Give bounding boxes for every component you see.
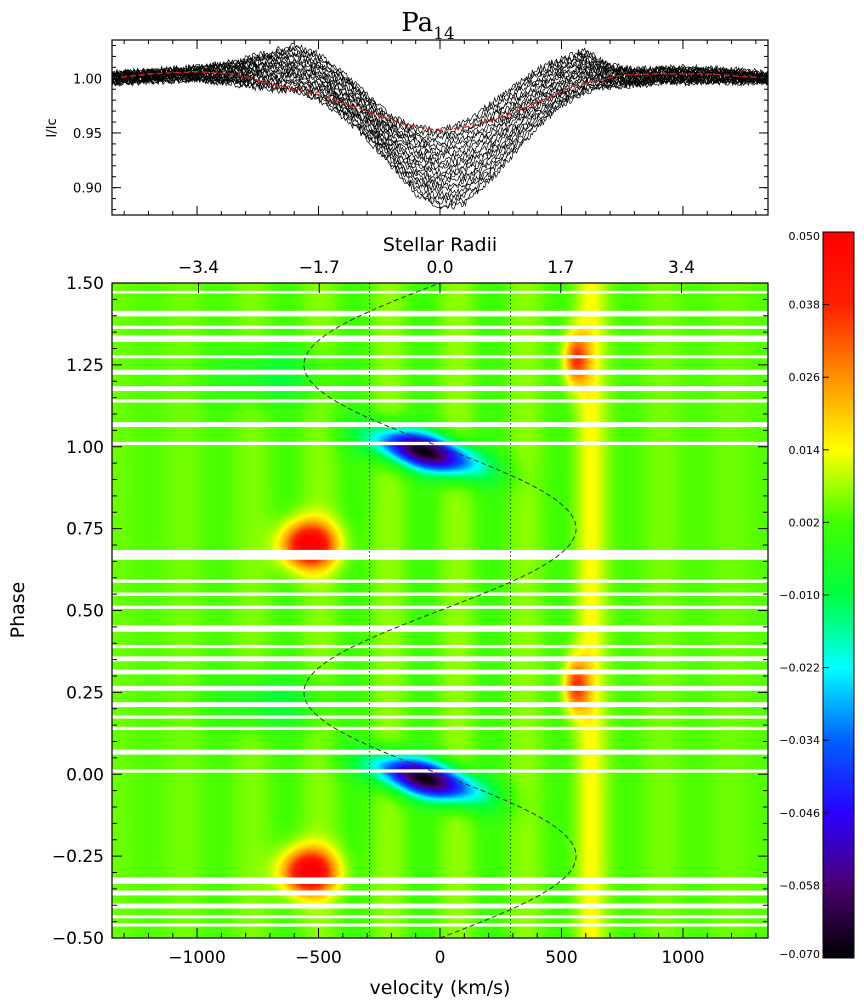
ytick-label: 1.50 <box>66 274 104 294</box>
top-tick-label: −1.7 <box>299 258 340 278</box>
chart-title-subscript: 14 <box>433 24 455 44</box>
profile-ytick-label: 0.95 <box>73 127 102 142</box>
phase-gap <box>112 325 768 329</box>
xtick-label: −500 <box>295 948 342 968</box>
ytick-label: −0.25 <box>52 847 104 867</box>
spectrum-line <box>111 53 769 153</box>
top-tick-label: 1.7 <box>547 258 574 278</box>
phase-gap <box>112 749 768 755</box>
ytick-label: 1.25 <box>66 356 104 376</box>
colorbar-tick-label: 0.038 <box>789 299 821 312</box>
colorbar-tick-label: 0.014 <box>789 444 821 457</box>
phase-gap <box>112 310 768 317</box>
profile-ylabel: I/Ic <box>45 118 60 137</box>
colorbar-tick-label: 0.026 <box>789 371 821 384</box>
xtick-label: 1000 <box>661 948 704 968</box>
ylabel: Phase <box>7 582 29 639</box>
phase-gap <box>112 422 768 428</box>
colorbar-tick-label: −0.022 <box>779 662 820 675</box>
spectrum-line <box>111 63 769 171</box>
spectrum-line <box>111 68 769 179</box>
ytick-label: 0.25 <box>66 683 104 703</box>
ytick-label: 0.75 <box>66 520 104 540</box>
phase-gap <box>112 386 768 392</box>
colorbar-ticks: 0.050 0.038 0.026 0.014 0.002 −0.010 −0.022 −0.… <box>779 230 829 961</box>
phase-gap <box>112 335 768 342</box>
phase-gap <box>112 669 768 675</box>
ytick-label: 0.00 <box>66 765 104 785</box>
colorbar: 0.050 0.038 0.026 0.014 0.002 −0.010 −0.022 −0.… <box>779 230 855 961</box>
phase-gap <box>112 923 768 927</box>
ytick-label: 1.00 <box>66 438 104 458</box>
spectrum-line <box>111 42 769 134</box>
spectrum-line <box>111 45 769 139</box>
phase-gap <box>112 625 768 632</box>
top-tick-label: 0.0 <box>426 258 453 278</box>
spectrum-line <box>111 47 769 141</box>
spectrum-line <box>111 73 769 198</box>
phase-gap <box>112 355 768 359</box>
top-axis-label: Stellar Radii <box>383 234 497 256</box>
top-tick-label: −3.4 <box>178 258 219 278</box>
phase-gap <box>112 702 768 708</box>
phase-gap <box>112 715 768 719</box>
phase-gap <box>112 903 768 909</box>
colorbar-tick-label: −0.046 <box>779 807 820 820</box>
phase-gap <box>112 726 768 731</box>
velocity-curve <box>303 282 577 939</box>
ytick-label: −0.50 <box>52 929 104 949</box>
profile-ytick-label: 1.00 <box>73 72 102 87</box>
phase-gap <box>112 915 768 919</box>
phase-gap <box>112 369 768 375</box>
phase-gap <box>112 877 768 884</box>
colorbar-tick-label: −0.034 <box>779 734 820 747</box>
heatmap-ticks: −1000 −500 0 500 1000 −3.4 −1.7 0.0 1.7 3.4 −0.50 −… <box>52 258 768 968</box>
xtick-label: −1000 <box>168 948 226 968</box>
phase-gap <box>112 399 768 403</box>
phase-gap <box>112 549 768 560</box>
xtick-label: 0 <box>435 948 446 968</box>
colorbar-tick-label: −0.010 <box>779 589 820 602</box>
phase-gap <box>112 592 768 596</box>
phase-gap <box>112 890 768 896</box>
heatmap-panel: −1000 −500 0 500 1000 −3.4 −1.7 0.0 1.7 3.4 −0.50 −… <box>7 234 769 999</box>
phase-gap <box>112 441 768 446</box>
profile-ticks: 0.90 0.95 1.00 <box>73 40 768 215</box>
phase-gap <box>112 644 768 649</box>
colorbar-tick-label: 0.002 <box>789 516 821 529</box>
xlabel: velocity (km/s) <box>370 977 511 999</box>
phase-gap <box>112 656 768 662</box>
phase-gap <box>112 685 768 691</box>
top-tick-label: 3.4 <box>668 258 695 278</box>
colorbar-tick-label: 0.050 <box>789 230 821 243</box>
chart-title: Pa14 <box>401 8 454 44</box>
colorbar-tick-label: −0.070 <box>779 948 820 961</box>
phase-gap <box>112 605 768 609</box>
phase-gap <box>112 579 768 583</box>
spectrum-line <box>111 71 769 187</box>
phase-gaps <box>112 290 768 927</box>
chart-title-main: Pa <box>401 8 433 38</box>
profile-spectra <box>111 42 769 210</box>
spectrum-line <box>111 75 768 205</box>
ytick-label: 0.50 <box>66 602 104 622</box>
mean-profile-line <box>111 70 769 132</box>
phase-gap <box>112 769 768 773</box>
xtick-label: 500 <box>545 948 577 968</box>
colorbar-tick-label: −0.058 <box>779 879 820 892</box>
radius-lines <box>369 283 511 938</box>
profile-panel: 0.90 0.95 1.00 I/Ic <box>45 39 769 216</box>
profile-ytick-label: 0.90 <box>73 182 102 197</box>
